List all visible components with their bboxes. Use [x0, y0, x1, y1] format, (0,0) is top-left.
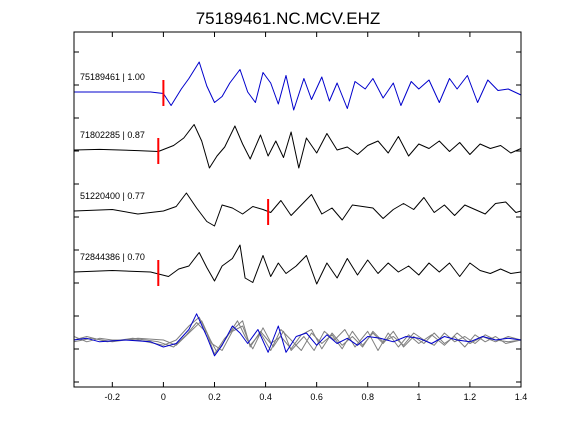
- x-tick-label: -0.2: [105, 392, 121, 402]
- waveform-trace: [73, 192, 522, 227]
- x-tick-label: 0.8: [361, 392, 374, 402]
- axes-frame: [73, 31, 522, 388]
- trace-label: 72844386 | 0.70: [80, 252, 145, 262]
- x-tick-label: 0.6: [310, 392, 323, 402]
- x-tick-label: 0.4: [259, 392, 272, 402]
- x-tick-label: 1: [416, 392, 421, 402]
- chart-title: 75189461.NC.MCV.EHZ: [196, 9, 381, 28]
- x-tick-label: 0: [161, 392, 166, 402]
- trace-label: 51220400 | 0.77: [80, 191, 145, 201]
- overlay-trace: [73, 316, 522, 353]
- x-tick-label: 1.2: [464, 392, 477, 402]
- overlay-trace: [73, 313, 522, 357]
- trace-label: 75189461 | 1.00: [80, 72, 145, 82]
- waveform-trace: [74, 61, 522, 111]
- waveform-trace: [73, 244, 522, 285]
- x-tick-label: 1.4: [515, 392, 528, 402]
- trace-label: 71802285 | 0.87: [80, 130, 145, 140]
- plot-area: -0.2 0 0.2 0.4 0.6 0.8 1 1.2 1.4 75189461 | 1.00 7…: [73, 32, 528, 402]
- waveform-trace: [73, 124, 522, 169]
- x-tick-label: 0.2: [208, 392, 221, 402]
